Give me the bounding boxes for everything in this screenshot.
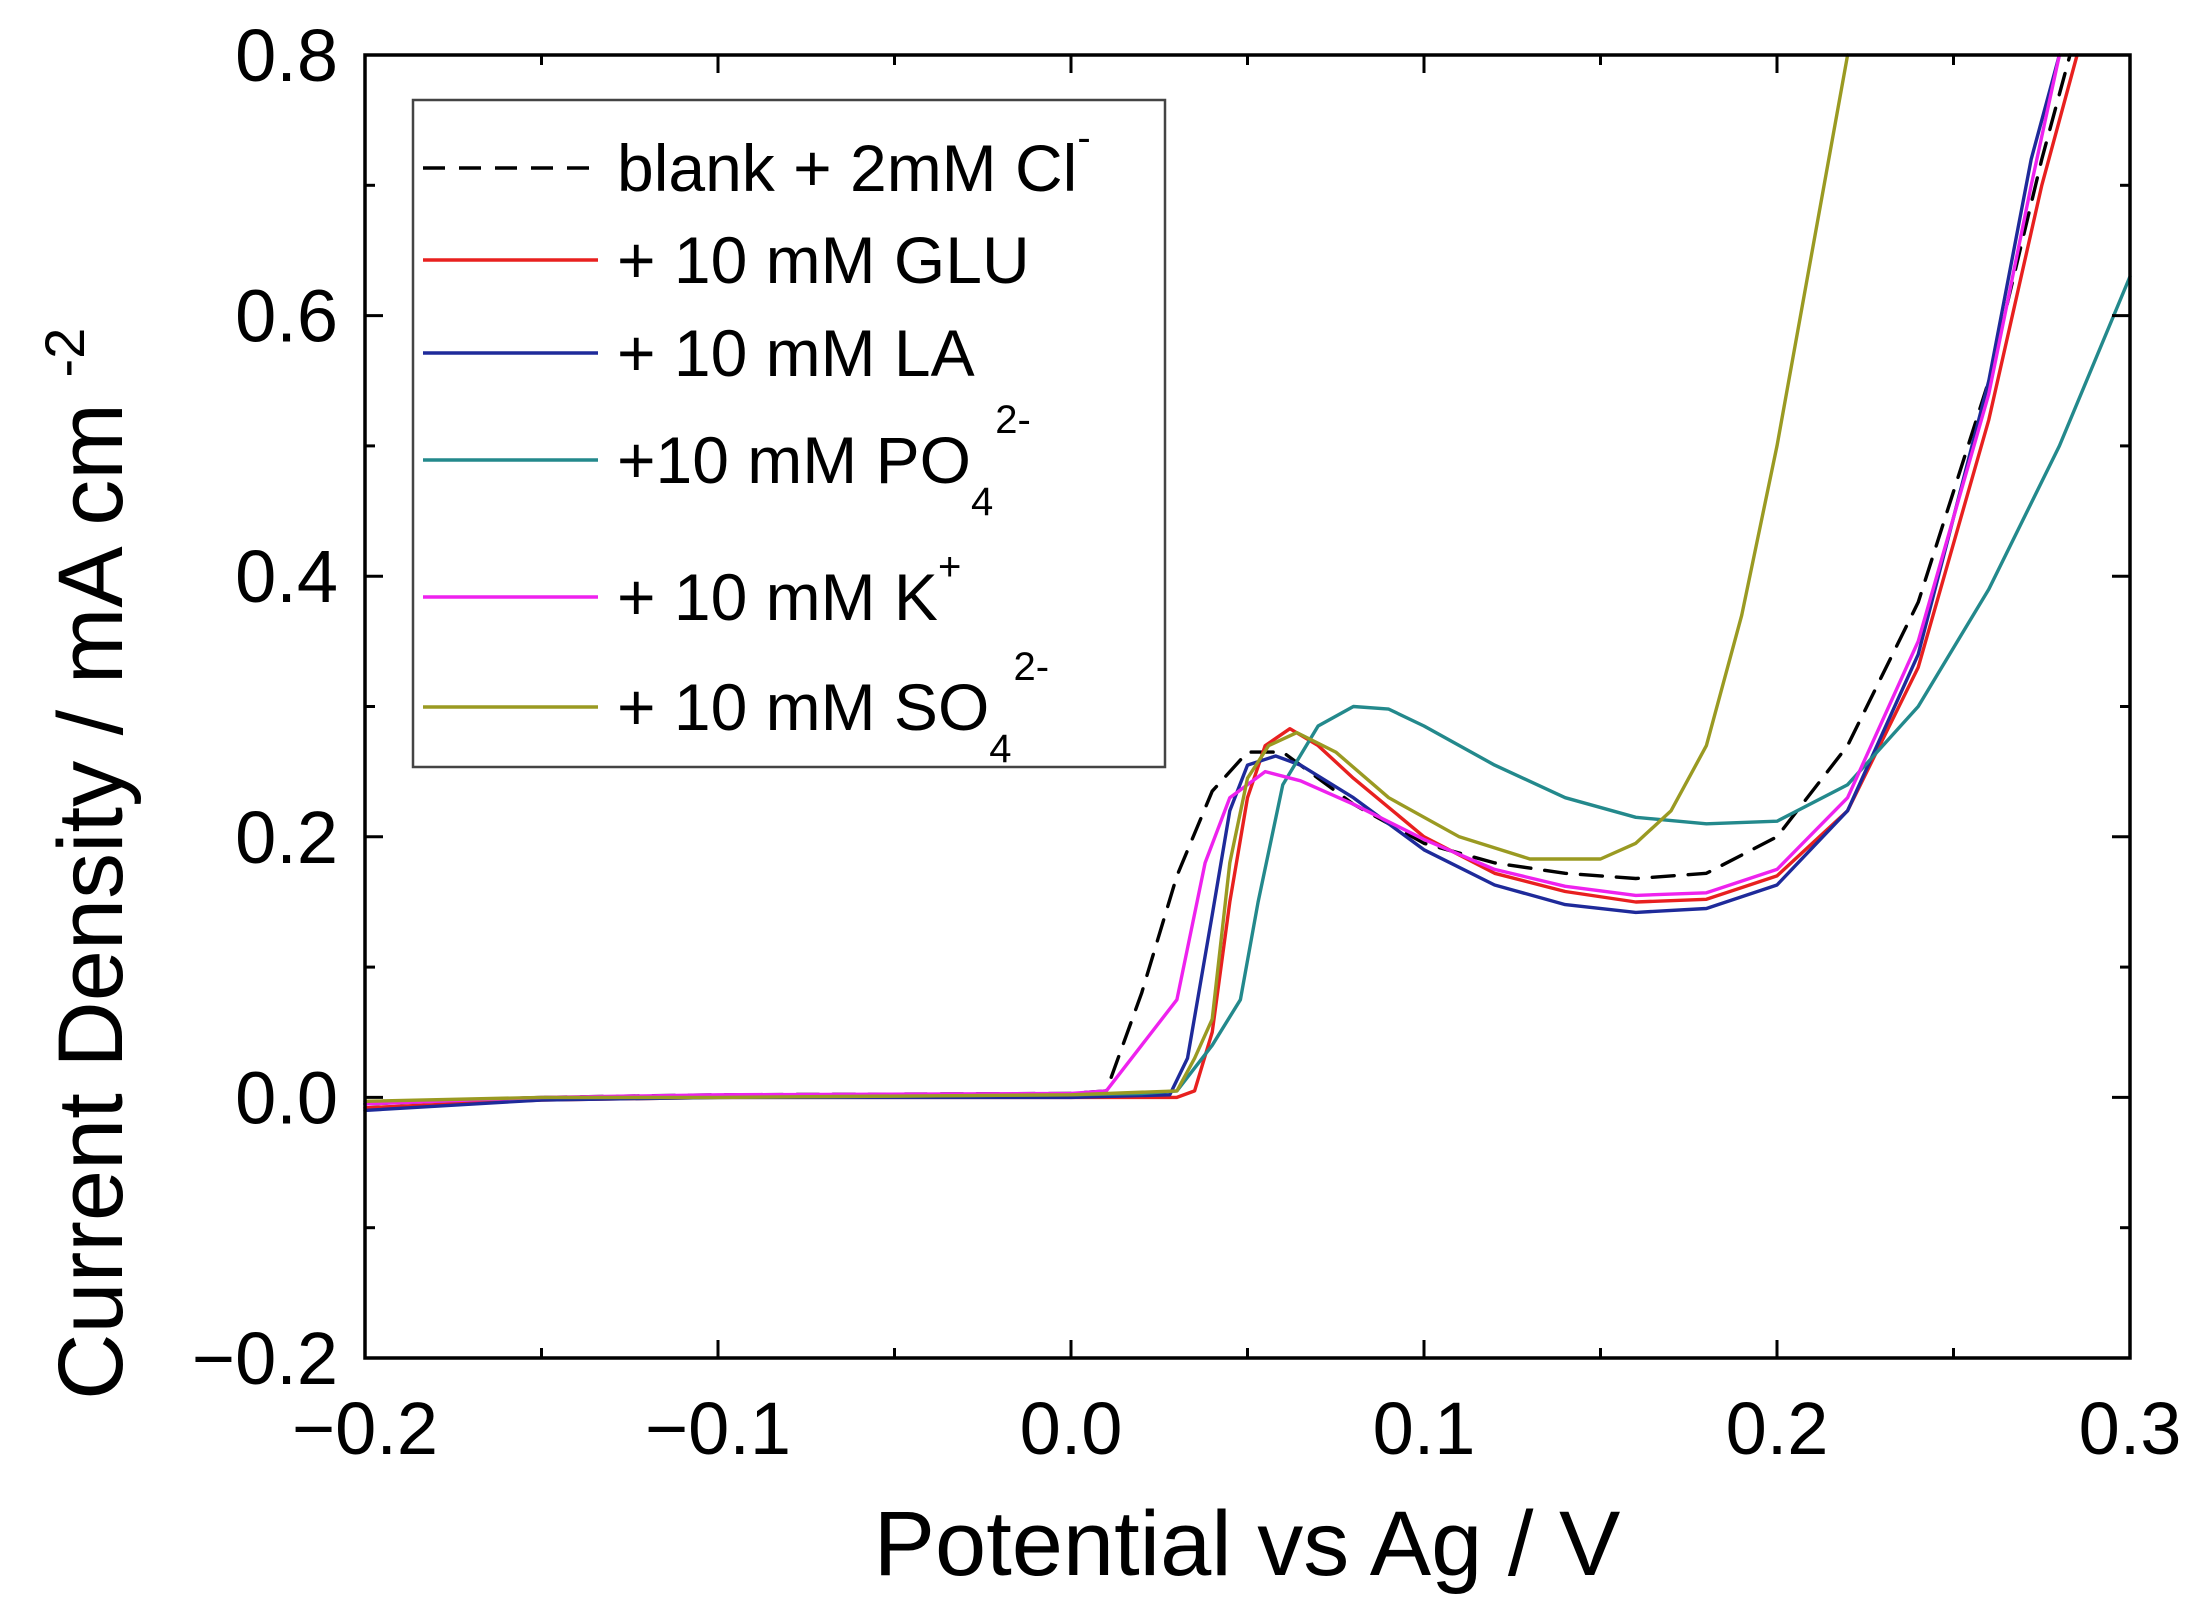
y-tick-label: 0.6 [235, 275, 338, 358]
x-tick-label: 0.2 [1726, 1387, 1829, 1470]
legend-label-0: blank + 2mM Cl- [617, 116, 1091, 205]
series-line-4 [363, 53, 2062, 1106]
legend-box [411, 98, 1167, 769]
legend-label-main: + 10 mM K [617, 560, 938, 634]
legend-label-3: +10 mM PO42- [617, 398, 1031, 524]
legend: blank + 2mM Cl- + 10 mM GLU + 10 mM LA +10 … [411, 98, 1167, 771]
y-tick-label: 0.4 [235, 535, 338, 618]
y-axis-title-main: Current Density / mA cm [40, 403, 142, 1400]
x-axis-title: Potential vs Ag / V [874, 1493, 1621, 1595]
legend-label-main: + 10 mM GLU [617, 223, 1030, 297]
y-tick-label: 0.8 [235, 14, 338, 97]
x-tick-label: 0.0 [1020, 1387, 1123, 1470]
legend-label-main: +10 mM PO [617, 423, 971, 497]
legend-label-main: + 10 mM LA [617, 316, 975, 390]
legend-label-1: + 10 mM GLU [617, 223, 1030, 297]
legend-label-2: + 10 mM LA [617, 316, 975, 390]
legend-entries: blank + 2mM Cl- + 10 mM GLU + 10 mM LA +10 … [423, 116, 1091, 771]
x-tick-labels: −0.2 −0.1 0.0 0.1 0.2 0.3 [292, 1387, 2181, 1470]
y-axis-title: Current Density / mA cm -2 [33, 328, 142, 1400]
x-tick-label: 0.3 [2079, 1387, 2182, 1470]
legend-label-sup: 2- [1014, 645, 1050, 689]
y-axis-title-sup: -2 [33, 328, 96, 378]
x-tick-label: −0.1 [645, 1387, 791, 1470]
y-tick-label: −0.2 [192, 1317, 338, 1400]
y-tick-labels: −0.2 0.0 0.2 0.4 0.6 0.8 [192, 14, 338, 1400]
legend-label-4: + 10 mM K+ [617, 545, 961, 634]
series-layer [363, 53, 2132, 1113]
legend-label-sup: + [938, 545, 961, 589]
series-line-5 [363, 53, 1850, 1103]
tick-layer [363, 53, 2132, 1360]
legend-label-5: + 10 mM SO42- [617, 645, 1049, 771]
x-tick-label: −0.2 [292, 1387, 438, 1470]
legend-label-sup: - [1077, 116, 1090, 160]
legend-label-main: + 10 mM SO [617, 670, 989, 744]
legend-label-main: blank + 2mM Cl [617, 131, 1077, 205]
x-tick-label: 0.1 [1373, 1387, 1476, 1470]
legend-label-sub: 4 [989, 727, 1011, 771]
legend-label-sup: 2- [995, 398, 1031, 442]
y-tick-label: 0.2 [235, 796, 338, 879]
legend-label-sub: 4 [971, 480, 993, 524]
y-tick-label: 0.0 [235, 1056, 338, 1139]
